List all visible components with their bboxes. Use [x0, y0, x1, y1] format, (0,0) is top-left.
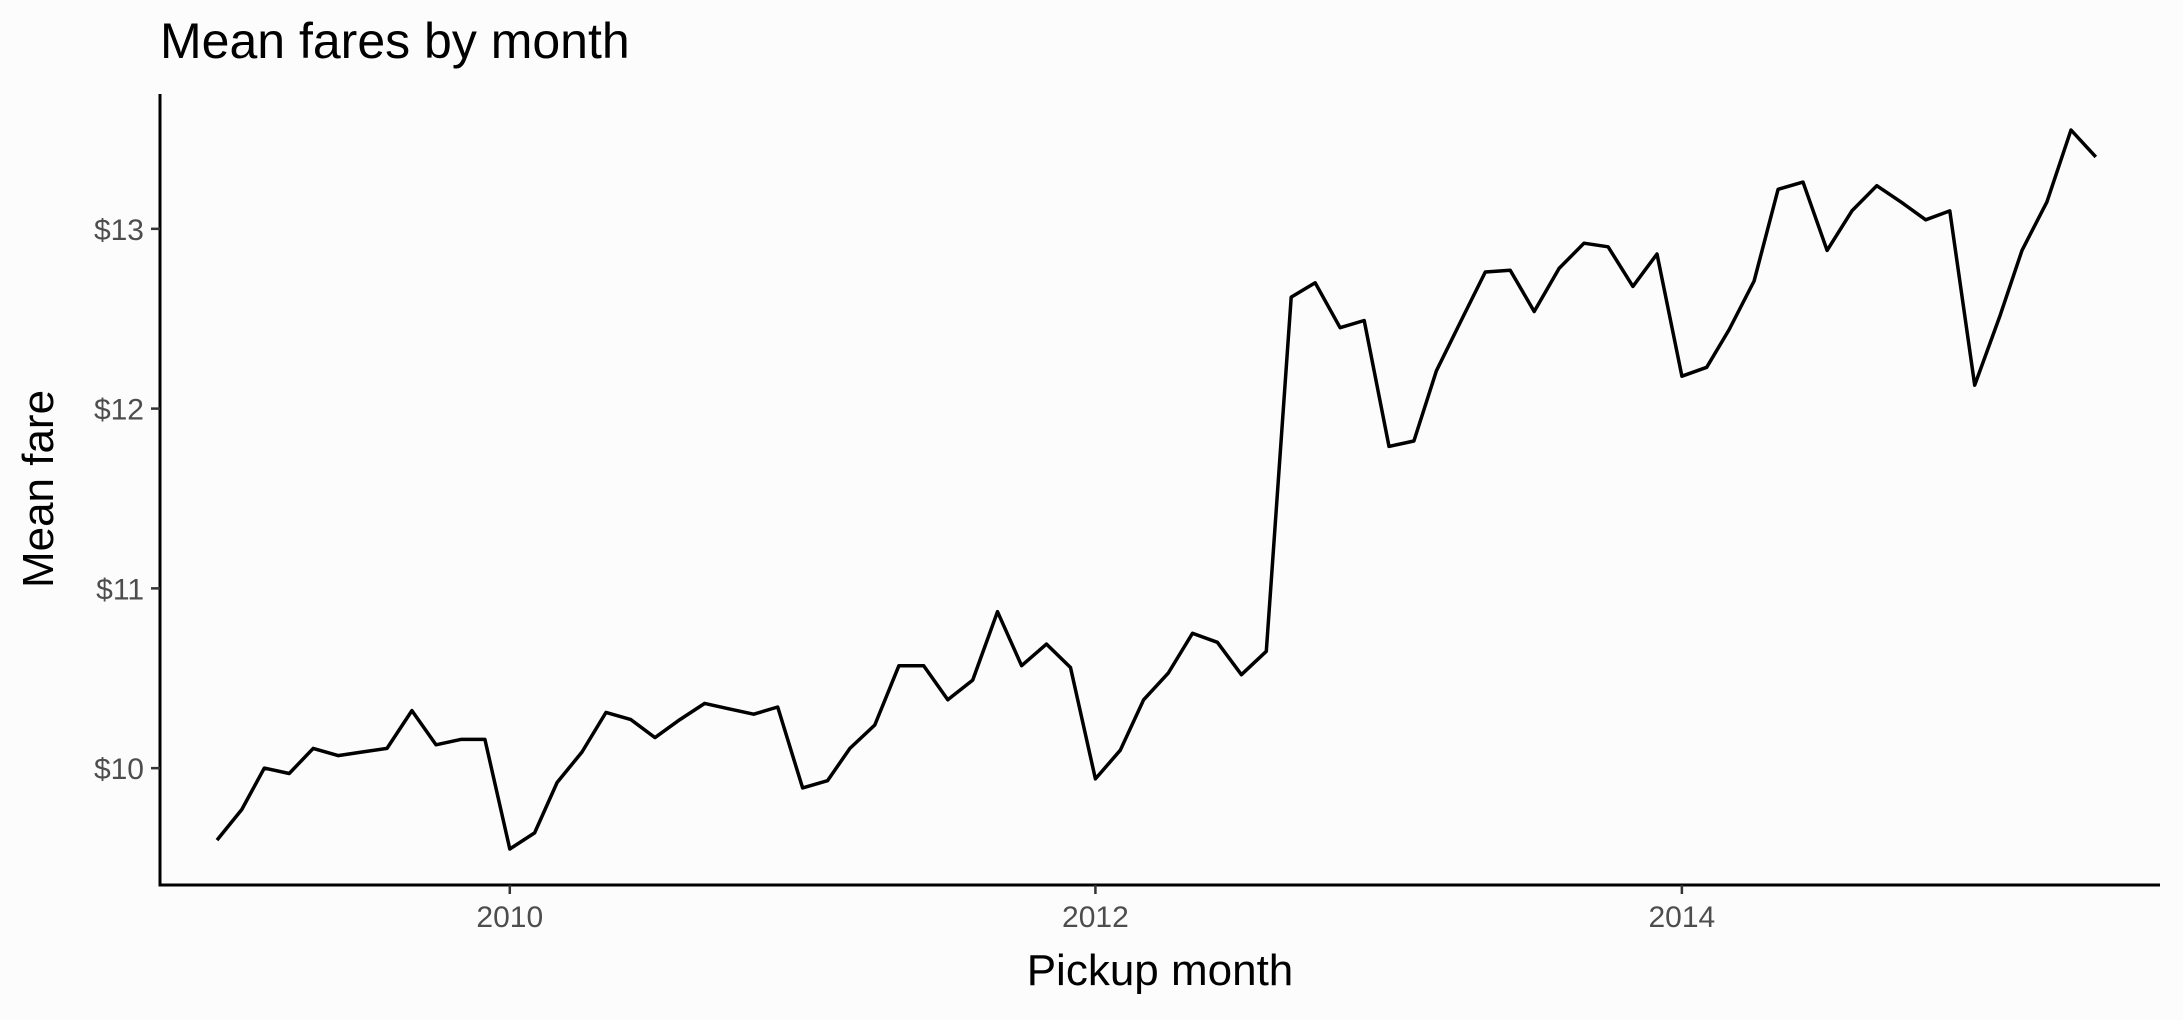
- series-layer: [215, 128, 2098, 851]
- y-tick-label: $13: [94, 214, 144, 247]
- chart-title: Mean fares by month: [160, 13, 630, 69]
- y-tick-label: $11: [96, 573, 144, 606]
- x-axis-title: Pickup month: [1027, 946, 1294, 995]
- series-line: [215, 128, 2098, 851]
- y-axis-ticks: $10 $11 $12 $13: [94, 214, 160, 786]
- x-tick-label: 2010: [476, 901, 543, 934]
- x-tick-label: 2014: [1648, 901, 1715, 934]
- y-tick-label: $10: [94, 753, 144, 786]
- y-tick-label: $12: [94, 394, 144, 427]
- x-tick-label: 2012: [1062, 901, 1129, 934]
- x-axis-ticks: 2010 2012 2014: [476, 885, 1715, 934]
- y-axis-title: Mean fare: [14, 390, 63, 588]
